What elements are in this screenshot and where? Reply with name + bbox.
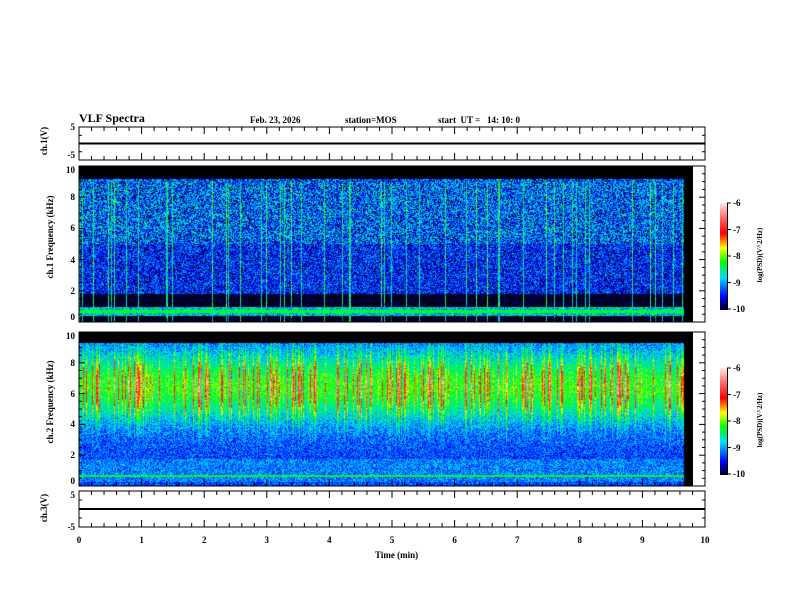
- y-tick-label: 4: [70, 419, 76, 430]
- ch2-colorbar-label: log(PSD)(V^2/Hz): [756, 392, 764, 448]
- y-tick-label: 4: [70, 254, 76, 265]
- ch2-colorbar: [720, 368, 727, 475]
- x-tick-label: 8: [577, 535, 583, 545]
- y-tick-label: 8: [70, 357, 76, 368]
- ch1-voltage-ylabel: ch.1(V): [39, 126, 49, 156]
- ch1-spectrogram: [79, 166, 693, 322]
- figure-title: VLF Spectra: [79, 111, 145, 125]
- y-tick-label: 5: [70, 122, 76, 132]
- y-tick-label: 8: [70, 192, 76, 203]
- colorbar-tick-label: -7: [733, 389, 741, 400]
- y-tick-label: 6: [70, 388, 76, 399]
- x-tick-label: 6: [452, 535, 457, 545]
- ch1-colorbar-label: log(PSD)(V^2/Hz): [756, 227, 764, 283]
- ch3-voltage-ylabel: ch.3(V): [39, 493, 49, 523]
- colorbar-tick-label: -8: [733, 416, 741, 426]
- x-tick-label: 2: [201, 535, 207, 545]
- y-tick-label: 2: [70, 450, 76, 461]
- y-tick-label: 6: [70, 223, 76, 234]
- start-time-label: start UT = 14: 10: 0: [438, 115, 520, 125]
- y-tick-label: 0: [70, 476, 76, 486]
- y-tick-label: 10: [66, 165, 75, 175]
- colorbar-tick-label: -10: [733, 469, 745, 479]
- ch2-freq-ylabel: ch.2 Frequency (kHz): [45, 360, 55, 444]
- x-tick-label: 1: [139, 535, 144, 545]
- colorbar-tick-label: -10: [733, 304, 745, 314]
- x-tick-label: 9: [640, 535, 645, 545]
- colorbar-tick-label: -9: [733, 277, 741, 288]
- x-tick-label: 7: [514, 535, 520, 545]
- x-tick-label: 0: [76, 535, 82, 545]
- y-tick-label: 10: [66, 331, 75, 341]
- colorbar-tick-label: -7: [733, 224, 741, 235]
- station-label: station=MOS: [345, 115, 397, 125]
- ch1-freq-ylabel: ch.1 Frequency (kHz): [45, 195, 55, 279]
- panel-frame: [78, 331, 706, 487]
- x-tick-label: 4: [327, 535, 332, 545]
- colorbar-tick-label: -6: [733, 363, 741, 373]
- colorbar-tick-label: -9: [733, 442, 741, 453]
- colorbar-tick-label: -8: [733, 251, 741, 261]
- ch1-colorbar: [720, 203, 727, 310]
- colorbar-tick-label: -6: [733, 198, 741, 208]
- y-tick-label: 2: [70, 285, 76, 296]
- x-tick-label: 5: [389, 535, 395, 545]
- y-tick-label: -5: [67, 150, 76, 160]
- x-axis-label: Time (min): [375, 550, 419, 560]
- x-tick-label: 3: [264, 535, 270, 545]
- y-tick-label: 0: [70, 312, 76, 322]
- y-tick-label: -5: [67, 522, 76, 532]
- y-tick-label: 5: [70, 490, 76, 500]
- panel-frame: [78, 165, 706, 323]
- date-label: Feb. 23, 2026: [250, 115, 301, 125]
- x-tick-label: 10: [700, 535, 710, 545]
- ch2-spectrogram: [79, 332, 693, 486]
